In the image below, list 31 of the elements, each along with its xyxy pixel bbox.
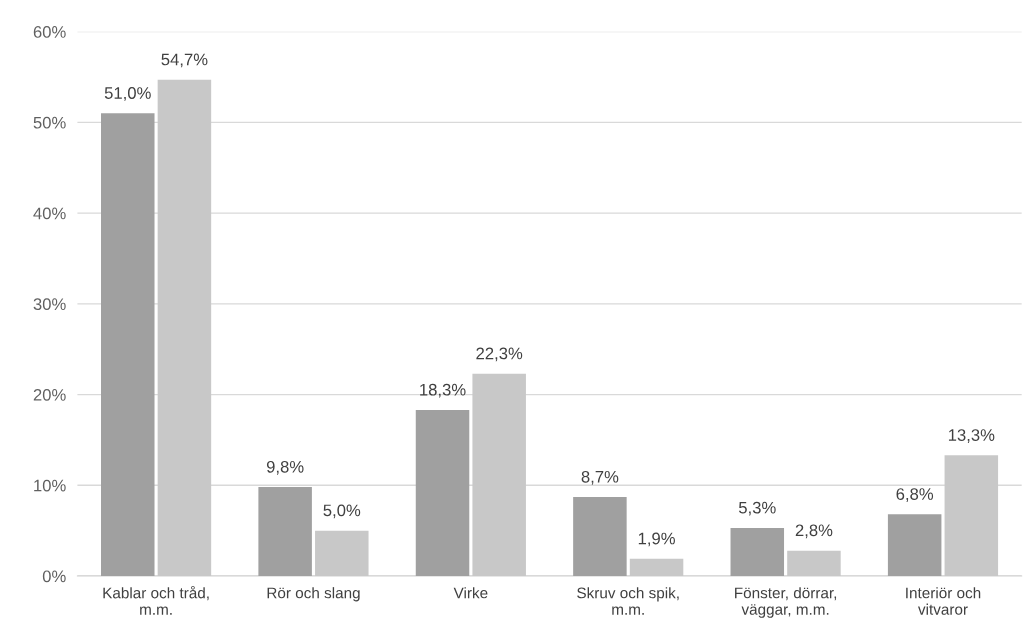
y-tick-label: 40% (33, 207, 66, 220)
data-label: 8,7% (581, 470, 619, 485)
data-label: 13,3% (948, 429, 995, 443)
y-tick-label: 60% (33, 26, 66, 38)
bar (258, 487, 312, 577)
data-label: 6,8% (896, 488, 934, 502)
y-tick-label: 10% (34, 479, 66, 492)
y-tick-label: 0% (42, 570, 66, 583)
x-tick-label: Skruv och spik, m.m. (577, 587, 679, 615)
data-label: 51,0% (104, 87, 151, 101)
data-label: 22,3% (476, 347, 523, 362)
data-label: 1,9% (638, 532, 675, 547)
data-label: 5,3% (738, 501, 776, 516)
x-tick-label: Kablar och tråd, m.m. (103, 585, 209, 615)
x-tick-label: Rör och slang (267, 587, 360, 602)
bar (573, 497, 627, 577)
data-label: 18,3% (420, 383, 466, 398)
bar (887, 514, 942, 577)
data-label: 9,8% (266, 460, 304, 475)
y-tick-label: 30% (33, 298, 66, 311)
x-tick-label: Virke (453, 587, 488, 599)
data-label: 54,7% (161, 53, 208, 68)
y-tick-label: 50% (33, 116, 66, 129)
x-tick-label: Interiör och vitvaror (906, 587, 981, 615)
bar (730, 527, 785, 577)
x-tick-label: Fönster, dörrar, väggar, m.m. (735, 587, 837, 618)
y-tick-label: 20% (33, 388, 66, 401)
bar (101, 113, 155, 577)
data-label: 2,8% (795, 524, 833, 539)
data-label: 5,0% (323, 504, 361, 519)
bar (415, 409, 470, 577)
